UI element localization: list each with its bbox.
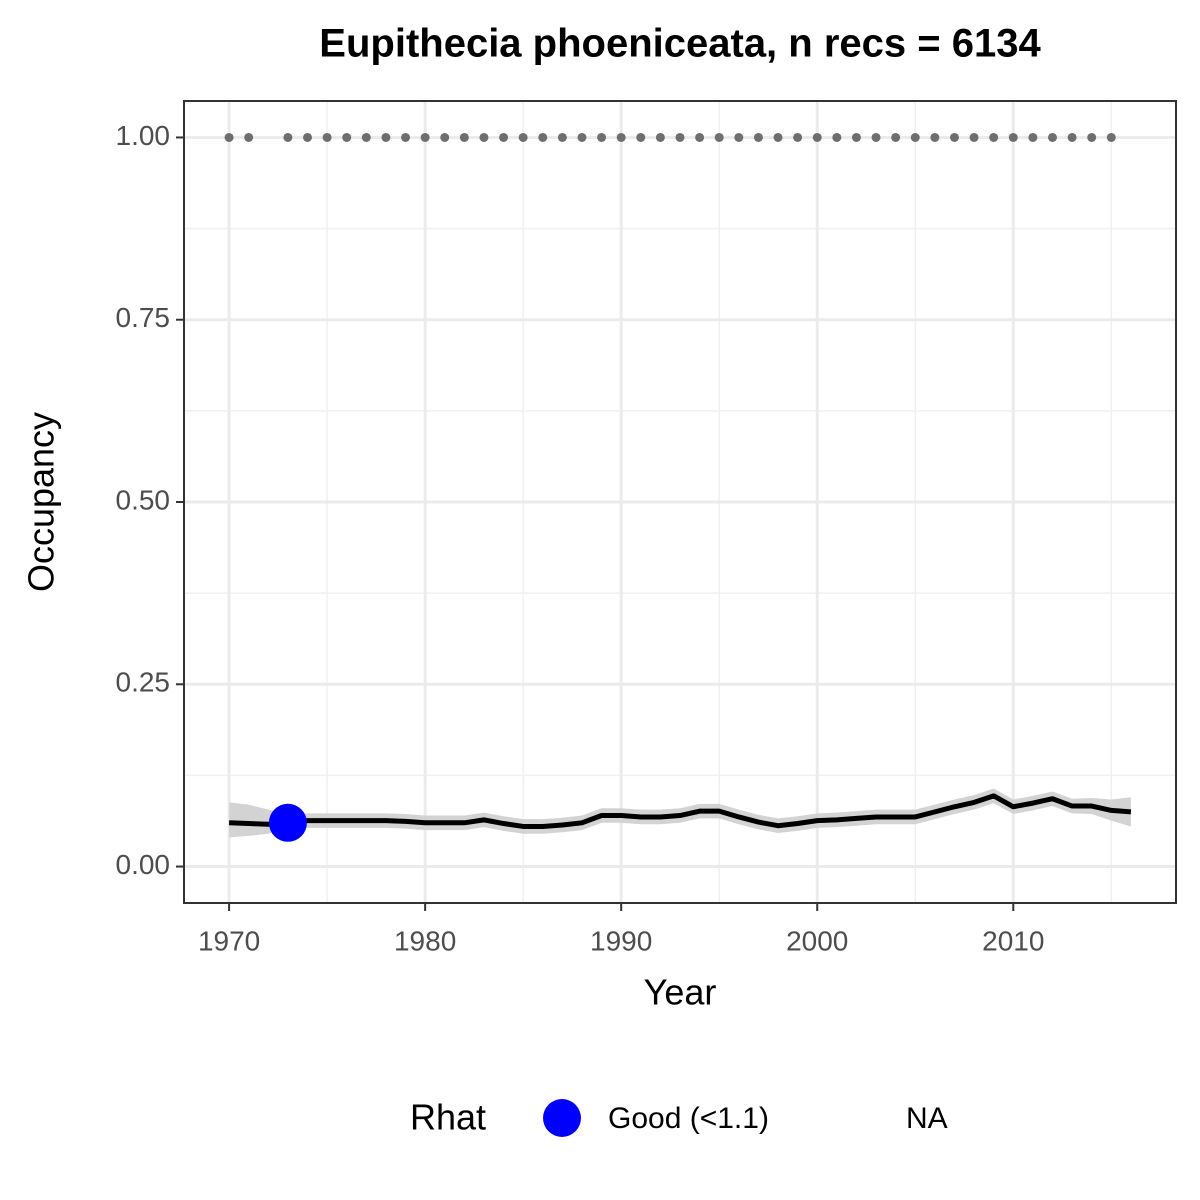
record-point — [577, 132, 587, 142]
record-point — [499, 132, 509, 142]
record-point — [459, 132, 469, 142]
chart-title: Eupithecia phoeniceata, n recs = 6134 — [319, 22, 1041, 66]
record-point — [891, 132, 901, 142]
record-point — [303, 132, 313, 142]
record-point — [381, 132, 391, 142]
x-tick-label: 1980 — [394, 925, 456, 956]
record-point — [655, 132, 665, 142]
record-point — [322, 132, 332, 142]
record-point — [714, 132, 724, 142]
record-point — [969, 132, 979, 142]
record-point — [1028, 132, 1038, 142]
record-point — [930, 132, 940, 142]
record-point — [597, 132, 607, 142]
record-point — [989, 132, 999, 142]
x-tick-label: 1990 — [590, 925, 652, 956]
record-point — [342, 132, 352, 142]
x-axis-title: Year — [644, 972, 717, 1013]
record-point — [538, 132, 548, 142]
record-point — [1106, 132, 1116, 142]
record-point — [479, 132, 489, 142]
record-point — [1067, 132, 1077, 142]
record-point — [871, 132, 881, 142]
record-point — [283, 132, 293, 142]
trend-line — [228, 793, 1132, 829]
x-tick-label: 2010 — [982, 925, 1044, 956]
record-point — [557, 132, 567, 142]
legend-label: NA — [906, 1102, 948, 1135]
record-point — [793, 132, 803, 142]
y-tick-label: 0.75 — [116, 302, 171, 333]
record-point — [361, 132, 371, 142]
y-tick-label: 0.25 — [116, 667, 171, 698]
record-point — [695, 132, 705, 142]
legend-label: Good (<1.1) — [608, 1102, 769, 1135]
x-tick-label: 2000 — [786, 925, 848, 956]
y-tick-label: 1.00 — [116, 120, 171, 151]
record-point — [244, 132, 254, 142]
record-point — [1087, 132, 1097, 142]
record-point — [636, 132, 646, 142]
record-point — [518, 132, 528, 142]
record-point — [949, 132, 959, 142]
record-point — [851, 132, 861, 142]
y-axis-title: Occupancy — [21, 412, 62, 592]
x-tick-label: 1970 — [198, 925, 260, 956]
y-tick-label: 0.00 — [116, 849, 171, 880]
record-point — [832, 132, 842, 142]
legend-title: Rhat — [410, 1097, 486, 1138]
record-point — [440, 132, 450, 142]
y-tick-label: 0.50 — [116, 484, 171, 515]
record-point — [675, 132, 685, 142]
plot-border — [183, 100, 1177, 904]
record-point — [420, 132, 430, 142]
record-point — [1047, 132, 1057, 142]
record-point — [616, 132, 626, 142]
record-point — [734, 132, 744, 142]
record-point — [224, 132, 234, 142]
record-point — [401, 132, 411, 142]
record-point — [812, 132, 822, 142]
rhat-point — [268, 803, 307, 842]
record-point — [1008, 132, 1018, 142]
legend-key — [543, 1099, 581, 1137]
record-point — [910, 132, 920, 142]
record-point — [773, 132, 783, 142]
record-point — [753, 132, 763, 142]
